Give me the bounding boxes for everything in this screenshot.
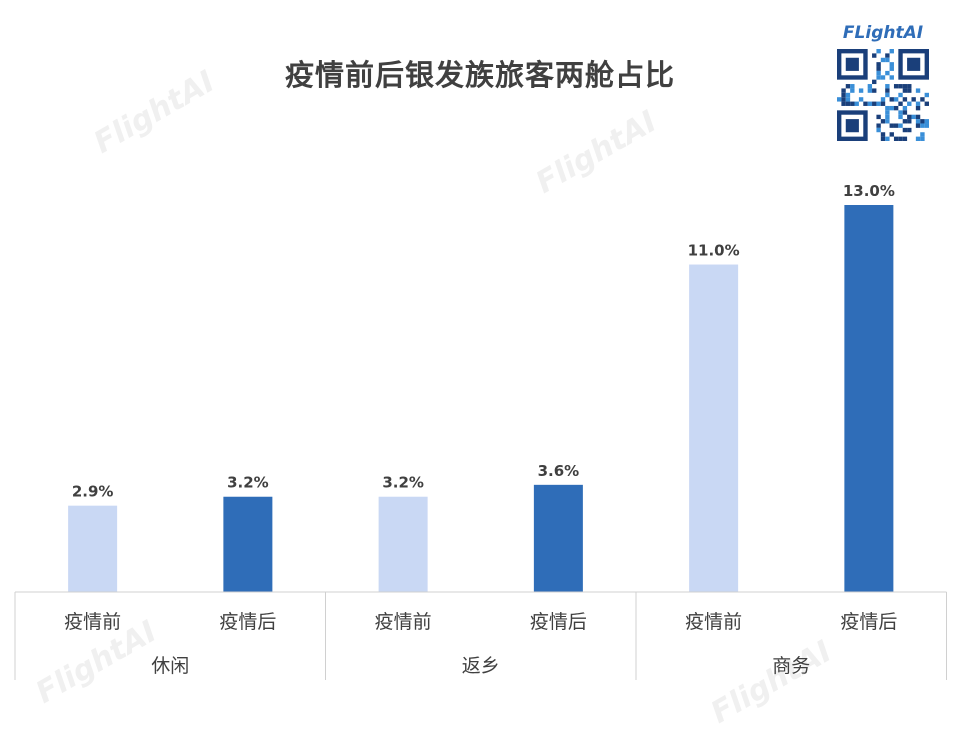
x-tick-label: 疫情后 — [530, 611, 587, 633]
qr-code-icon — [837, 49, 929, 141]
x-tick-label: 疫情后 — [219, 611, 276, 633]
group-label: 休闲 — [151, 655, 189, 677]
data-label: 2.9% — [72, 483, 114, 501]
data-label: 11.0% — [688, 242, 740, 260]
data-label: 3.2% — [382, 474, 424, 492]
x-tick-label: 疫情前 — [375, 611, 432, 633]
group-label: 商务 — [772, 655, 810, 677]
bar — [533, 484, 583, 592]
bar — [68, 505, 118, 592]
group-label: 返乡 — [462, 655, 500, 677]
data-label: 13.0% — [843, 182, 895, 200]
bar — [689, 264, 739, 592]
bar — [378, 496, 428, 592]
logo-text: FLightAI — [842, 23, 924, 43]
x-tick-label: 疫情后 — [840, 611, 897, 633]
chart-title: 疫情前后银发族旅客两舱占比 — [284, 58, 675, 92]
bar — [844, 205, 894, 592]
data-label: 3.2% — [227, 474, 269, 492]
data-label: 3.6% — [538, 462, 580, 480]
bar — [223, 496, 273, 592]
x-tick-label: 疫情前 — [685, 611, 742, 633]
brand-logo: FLightAI — [833, 21, 933, 143]
x-tick-label: 疫情前 — [64, 611, 121, 633]
